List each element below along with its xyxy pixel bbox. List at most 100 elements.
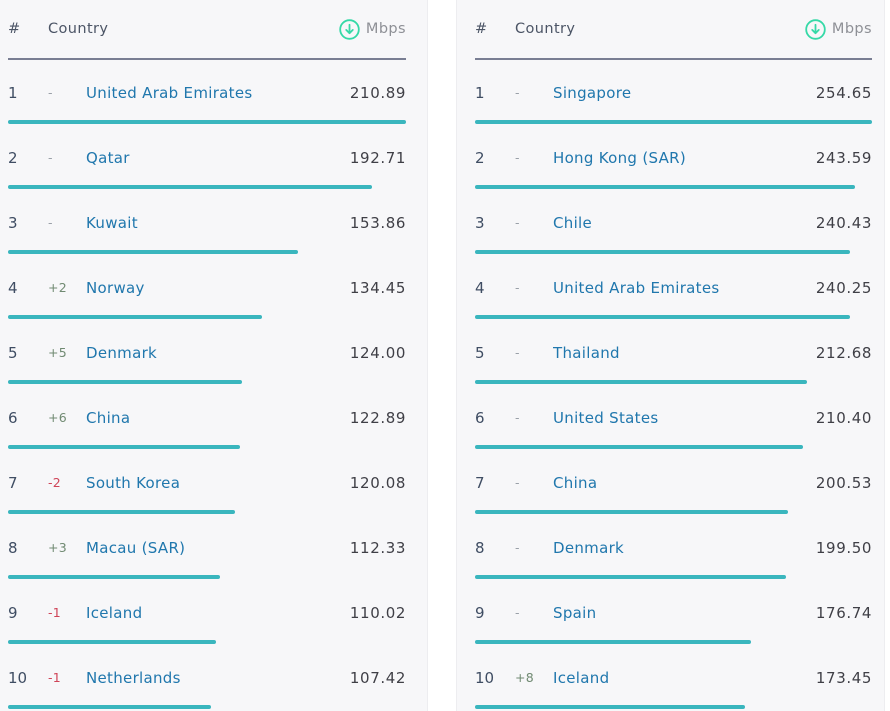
- table-row: 2 - Qatar 192.71: [8, 125, 406, 190]
- rank-number: 4: [8, 278, 18, 297]
- rank-change: +8: [515, 670, 535, 685]
- rank-change: -: [515, 605, 520, 620]
- rank-number: 6: [8, 408, 18, 427]
- table-row: 10 +8 Iceland 173.45: [475, 645, 872, 710]
- speed-value: 153.86: [349, 213, 406, 232]
- country-link[interactable]: Hong Kong (SAR): [553, 148, 687, 167]
- rank-change: -: [515, 345, 520, 360]
- table-row: 4 - United Arab Emirates 240.25: [475, 255, 872, 320]
- country-link[interactable]: China: [553, 473, 598, 492]
- speed-value: 199.50: [815, 538, 872, 557]
- speed-bar: [8, 120, 406, 124]
- rank-number: 8: [8, 538, 18, 557]
- country-link[interactable]: Spain: [553, 603, 597, 622]
- country-link[interactable]: Kuwait: [86, 213, 138, 232]
- table-body: 1 - United Arab Emirates 210.89 2 - Qata…: [8, 60, 406, 710]
- rank-change: -1: [48, 605, 62, 620]
- speed-bar: [8, 705, 211, 709]
- speed-bar: [8, 380, 243, 384]
- country-link[interactable]: Macau (SAR): [86, 538, 186, 557]
- speed-value: 212.68: [815, 343, 872, 362]
- speed-value: 176.74: [815, 603, 872, 622]
- country-link[interactable]: Chile: [553, 213, 593, 232]
- speed-value: 173.45: [815, 668, 872, 687]
- country-link[interactable]: United Arab Emirates: [553, 278, 720, 297]
- speed-value: 240.43: [815, 213, 872, 232]
- table-row: 9 -1 Iceland 110.02: [8, 580, 406, 645]
- country-link[interactable]: Thailand: [553, 343, 620, 362]
- rank-number: 1: [475, 83, 485, 102]
- speed-bar: [8, 510, 235, 514]
- rank-change: -: [48, 85, 53, 100]
- table-row: 1 - Singapore 254.65: [475, 60, 872, 125]
- speed-bar: [475, 510, 788, 514]
- country-link[interactable]: South Korea: [86, 473, 181, 492]
- rank-number: 2: [8, 148, 18, 167]
- speed-value: 254.65: [815, 83, 872, 102]
- rank-change: -: [515, 150, 520, 165]
- speed-value: 240.25: [815, 278, 872, 297]
- rank-change: -2: [48, 475, 62, 490]
- table-row: 10 -1 Netherlands 107.42: [8, 645, 406, 710]
- tables-divider: [428, 0, 456, 711]
- country-link[interactable]: Denmark: [86, 343, 158, 362]
- speed-bar: [475, 445, 803, 449]
- country-link[interactable]: Iceland: [553, 668, 610, 687]
- country-link[interactable]: Qatar: [86, 148, 130, 167]
- speed-bar: [475, 705, 746, 709]
- speed-bar: [475, 250, 850, 254]
- country-link[interactable]: United Arab Emirates: [86, 83, 253, 102]
- rank-number: 2: [475, 148, 485, 167]
- speed-value: 210.40: [815, 408, 872, 427]
- speed-bar: [475, 185, 855, 189]
- rank-number: 5: [475, 343, 485, 362]
- mbps-sort-button[interactable]: Mbps: [339, 18, 406, 40]
- speed-bar: [8, 185, 372, 189]
- mbps-sort-button[interactable]: Mbps: [805, 18, 872, 40]
- table-row: 8 - Denmark 199.50: [475, 515, 872, 580]
- country-link[interactable]: Netherlands: [86, 668, 181, 687]
- rank-number: 3: [475, 213, 485, 232]
- rank-number: 10: [475, 668, 495, 687]
- rank-number: 8: [475, 538, 485, 557]
- speed-bar: [475, 120, 872, 124]
- speed-value: 120.08: [349, 473, 406, 492]
- ranking-table-left: # Country Mbps 1 - United Arab Emirates …: [0, 0, 428, 711]
- speed-bar: [8, 250, 299, 254]
- table-header: # Country Mbps: [475, 0, 872, 60]
- table-row: 2 - Hong Kong (SAR) 243.59: [475, 125, 872, 190]
- country-link[interactable]: United States: [553, 408, 659, 427]
- country-link[interactable]: Singapore: [553, 83, 632, 102]
- rank-number: 9: [475, 603, 485, 622]
- speed-value: 112.33: [349, 538, 406, 557]
- rank-change: -1: [48, 670, 62, 685]
- rank-change: +6: [48, 410, 68, 425]
- rank-change: -: [515, 410, 520, 425]
- rank-number: 1: [8, 83, 18, 102]
- rank-change: -: [515, 540, 520, 555]
- rank-column-header: #: [8, 21, 21, 37]
- table-row: 1 - United Arab Emirates 210.89: [8, 60, 406, 125]
- country-link[interactable]: Iceland: [86, 603, 143, 622]
- rank-change: -: [515, 215, 520, 230]
- speed-bar: [8, 315, 262, 319]
- speed-bar: [475, 640, 751, 644]
- rank-number: 7: [8, 473, 18, 492]
- rank-change: -: [515, 280, 520, 295]
- table-row: 9 - Spain 176.74: [475, 580, 872, 645]
- country-link[interactable]: Norway: [86, 278, 145, 297]
- rank-number: 6: [475, 408, 485, 427]
- table-row: 5 - Thailand 212.68: [475, 320, 872, 385]
- country-link[interactable]: Denmark: [553, 538, 625, 557]
- table-row: 4 +2 Norway 134.45: [8, 255, 406, 320]
- table-row: 3 - Kuwait 153.86: [8, 190, 406, 255]
- speed-bar: [8, 575, 220, 579]
- rank-change: +5: [48, 345, 68, 360]
- rank-change: -: [515, 85, 520, 100]
- rank-change: -: [515, 475, 520, 490]
- speed-value: 107.42: [349, 668, 406, 687]
- ranking-table-right: # Country Mbps 1 - Singapore 254.65 2 - …: [456, 0, 885, 711]
- country-link[interactable]: China: [86, 408, 131, 427]
- rank-change: +2: [48, 280, 68, 295]
